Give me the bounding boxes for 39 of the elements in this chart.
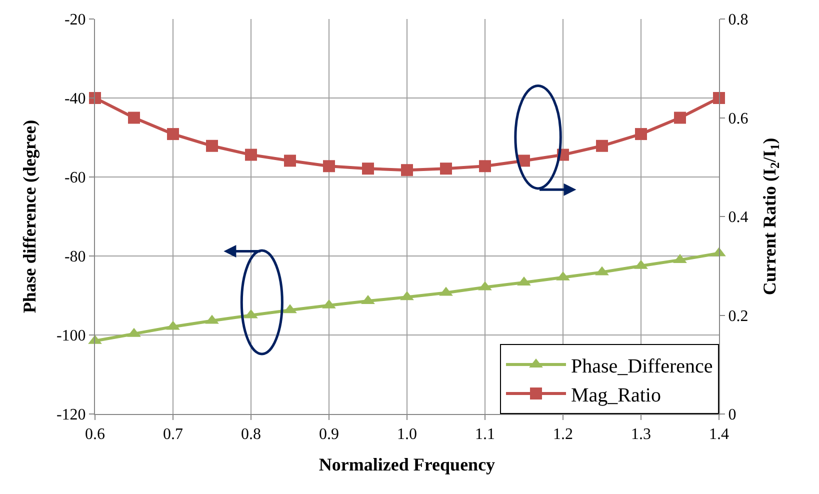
point	[401, 164, 413, 176]
y-tick-label: -40	[64, 90, 86, 108]
y2-tick-label: 0.4	[728, 209, 748, 226]
y2-tick-label: 0.2	[728, 308, 748, 325]
x-tick-label: 1.1	[475, 426, 495, 444]
y-tick-label: -60	[64, 170, 86, 187]
point	[362, 162, 374, 175]
point	[440, 162, 452, 175]
point	[128, 112, 140, 124]
x-tick-label: 1.0	[397, 426, 417, 444]
y2-tick-label: 0.8	[728, 12, 748, 29]
x-tick-label: 0.9	[319, 426, 339, 444]
point	[635, 128, 647, 140]
point	[518, 154, 530, 167]
point	[206, 140, 218, 152]
point	[596, 140, 608, 152]
point	[674, 112, 686, 124]
y-tick-label: -120	[56, 406, 86, 424]
y-axis-title: Phase difference (degree)	[20, 120, 40, 314]
point	[323, 160, 335, 172]
x-tick-label: 1.4	[709, 426, 729, 444]
x-tick-label: 1.2	[553, 426, 573, 444]
x-tick-label: 1.3	[631, 426, 651, 444]
legend-label: Mag_Ratio	[571, 384, 661, 406]
legend-label: Phase_Difference	[571, 355, 713, 378]
point	[167, 128, 179, 140]
point	[479, 160, 491, 172]
x-axis-title: Normalized Frequency	[318, 454, 496, 474]
x-tick-label: 0.7	[163, 426, 183, 444]
y-tick-label: -20	[64, 12, 86, 29]
x-tick-label: 0.6	[85, 426, 105, 444]
x-tick-label: 0.8	[241, 426, 261, 444]
y2-tick-label: 0	[728, 406, 736, 424]
y-tick-label: -80	[64, 248, 86, 266]
y-tick-label: -100	[56, 328, 86, 345]
point	[713, 92, 725, 104]
y2-tick-label: 0.6	[728, 110, 748, 128]
point	[245, 148, 257, 161]
point	[284, 154, 296, 167]
